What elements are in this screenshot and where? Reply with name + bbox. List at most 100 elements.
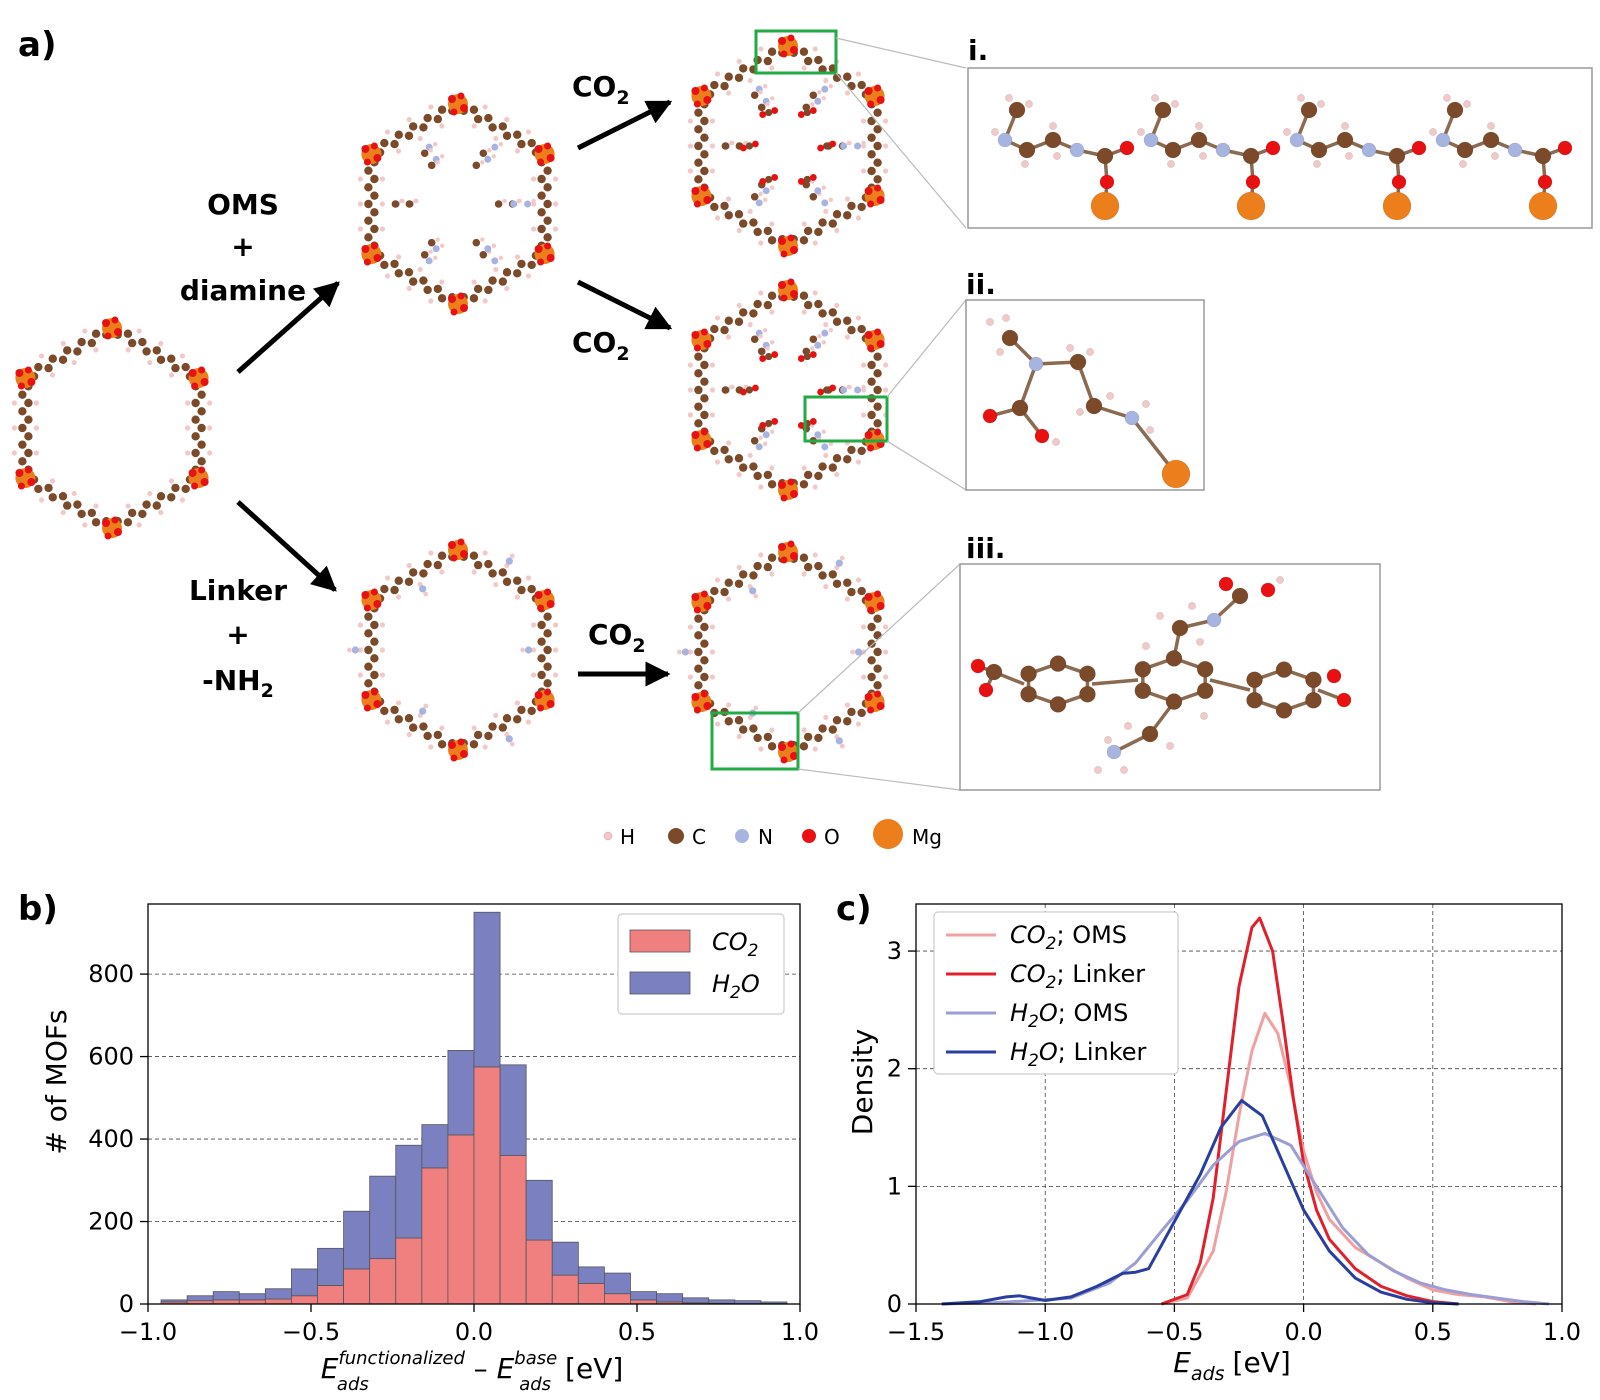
panel-b-label: b) xyxy=(18,889,58,929)
inset-iii-label: iii. xyxy=(966,532,1005,565)
bar-co2 xyxy=(552,1275,578,1304)
chart-b-ytick-label: 200 xyxy=(88,1208,134,1236)
bar-h2o xyxy=(239,1294,265,1300)
bar-co2 xyxy=(578,1283,604,1304)
bar-co2 xyxy=(526,1240,552,1304)
mof-oms-diamine xyxy=(358,93,558,316)
mof-linker-nh2 xyxy=(347,539,558,762)
bar-h2o xyxy=(265,1289,291,1299)
legend-h2o-swatch xyxy=(630,972,690,994)
chart-c-xtick-label: −0.5 xyxy=(1145,1318,1203,1346)
legend-h-label: H xyxy=(620,825,635,849)
svg-text:OMS: OMS xyxy=(207,188,279,221)
chart-c-xlabel: Eads[eV] xyxy=(1173,1346,1291,1385)
mof-base xyxy=(12,317,212,540)
bar-h2o xyxy=(161,1300,187,1302)
legend-n-label: N xyxy=(758,825,773,849)
mof-oms-co2-middle xyxy=(688,279,888,502)
bar-h2o xyxy=(187,1296,213,1301)
bar-h2o xyxy=(657,1294,683,1302)
chart-b-ytick-label: 600 xyxy=(88,1043,134,1071)
chart-c-xtick-label: 1.0 xyxy=(1543,1318,1581,1346)
chart-b-ytick-label: 800 xyxy=(88,960,134,988)
bar-co2 xyxy=(318,1285,344,1304)
chart-b-xtick-label: −1.0 xyxy=(119,1318,177,1346)
legend-n-swatch xyxy=(735,829,749,843)
oms-diamine-label: OMS + diamine xyxy=(180,188,306,307)
bar-h2o xyxy=(344,1211,370,1269)
svg-text:+: + xyxy=(226,618,249,651)
bar-h2o xyxy=(422,1125,448,1168)
bar-h2o xyxy=(604,1273,630,1294)
line-h2o-oms xyxy=(942,1133,1549,1304)
bar-co2 xyxy=(265,1299,291,1304)
bar-h2o xyxy=(526,1180,552,1240)
inset-i-label: i. xyxy=(968,34,988,67)
mof-oms-co2-top xyxy=(688,35,888,258)
bar-co2 xyxy=(344,1269,370,1304)
linker-nh2-label: Linker + -NH2 xyxy=(189,574,287,702)
chart-c-xtick-label: 0.5 xyxy=(1414,1318,1452,1346)
chart-c-ylabel: Density xyxy=(846,1029,879,1135)
chart-b-xtick-label: −0.5 xyxy=(282,1318,340,1346)
chart-b-ytick-label: 400 xyxy=(88,1125,134,1153)
mof-linker-co2 xyxy=(677,541,888,764)
atom-legend: H C N O Mg xyxy=(604,819,942,849)
chart-b-xtick-label: 0.0 xyxy=(455,1318,493,1346)
bar-h2o xyxy=(370,1176,396,1258)
bar-co2 xyxy=(448,1135,474,1304)
bar-co2 xyxy=(370,1259,396,1304)
legend-co2-swatch xyxy=(630,930,690,952)
bar-h2o xyxy=(630,1292,656,1300)
bar-h2o xyxy=(318,1248,344,1285)
legend-mg-swatch xyxy=(873,819,903,849)
panel-c-label: c) xyxy=(836,889,872,929)
chart-b-xtick-label: 1.0 xyxy=(781,1318,819,1346)
chart-b-ytick-label: 0 xyxy=(119,1290,134,1318)
chart-c-xtick-label: 0.0 xyxy=(1285,1318,1323,1346)
co2-label-bottom: CO2 xyxy=(588,618,646,657)
bar-co2 xyxy=(422,1168,448,1304)
bar-h2o xyxy=(735,1301,761,1304)
chart-b-xtick-label: 0.5 xyxy=(618,1318,656,1346)
bar-h2o xyxy=(448,1050,474,1135)
bar-co2 xyxy=(474,1067,500,1304)
bar-h2o xyxy=(213,1292,239,1300)
line-co2-linker xyxy=(1162,918,1459,1304)
panel-a-label: a) xyxy=(18,25,56,65)
bar-h2o xyxy=(500,1065,526,1156)
legend-o-label: O xyxy=(824,825,840,849)
bar-h2o xyxy=(552,1242,578,1275)
chart-b-legend: CO2 H2O xyxy=(618,914,784,1014)
legend-c-label: C xyxy=(692,825,706,849)
bar-h2o xyxy=(761,1302,787,1304)
chart-b-ylabel: # of MOFs xyxy=(40,1009,73,1154)
bar-h2o xyxy=(291,1269,317,1296)
bar-co2 xyxy=(500,1156,526,1304)
bar-co2 xyxy=(291,1296,317,1304)
bar-h2o xyxy=(578,1267,604,1283)
bar-co2 xyxy=(604,1294,630,1304)
mof-structures xyxy=(12,35,888,764)
svg-text:Linker: Linker xyxy=(189,574,287,607)
bar-h2o xyxy=(396,1145,422,1238)
bar-h2o xyxy=(683,1298,709,1303)
legend-o-swatch xyxy=(802,829,816,843)
bar-h2o xyxy=(474,912,500,1067)
chart-c-ytick-label: 2 xyxy=(887,1055,902,1083)
chart-c-xtick-label: −1.5 xyxy=(887,1318,945,1346)
inset-ii-label: ii. xyxy=(966,268,996,301)
chart-c-ytick-label: 1 xyxy=(887,1172,902,1200)
svg-text:+: + xyxy=(231,230,254,263)
legend-h-swatch xyxy=(604,832,612,840)
chart-c-xtick-label: −1.0 xyxy=(1016,1318,1074,1346)
bar-h2o xyxy=(709,1300,735,1303)
chart-c-ytick-label: 0 xyxy=(887,1290,902,1318)
chart-c-ytick-label: 3 xyxy=(887,937,902,965)
arrow-co2-middle xyxy=(578,282,670,328)
legend-mg-label: Mg xyxy=(912,825,942,849)
bar-co2 xyxy=(396,1238,422,1304)
svg-text:-NH2: -NH2 xyxy=(202,664,274,702)
chart-c-legend: CO2; OMS CO2; Linker H2O; OMS H2O; Linke… xyxy=(934,912,1178,1074)
